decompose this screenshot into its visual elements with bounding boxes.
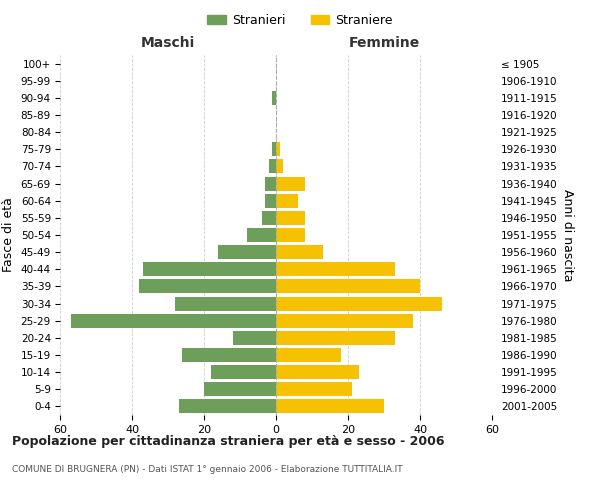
Bar: [233, 331, 276, 345]
Bar: [218, 245, 276, 259]
Bar: [276, 400, 384, 413]
Bar: [204, 382, 276, 396]
Bar: [276, 211, 305, 225]
Bar: [276, 160, 283, 173]
Bar: [276, 331, 395, 345]
Bar: [262, 211, 276, 225]
Text: Femmine: Femmine: [349, 36, 419, 50]
Bar: [272, 142, 276, 156]
Bar: [265, 194, 276, 207]
Legend: Stranieri, Straniere: Stranieri, Straniere: [202, 8, 398, 32]
Bar: [276, 296, 442, 310]
Bar: [276, 280, 420, 293]
Bar: [276, 176, 305, 190]
Bar: [276, 194, 298, 207]
Bar: [247, 228, 276, 242]
Bar: [269, 160, 276, 173]
Text: Maschi: Maschi: [141, 36, 195, 50]
Text: Popolazione per cittadinanza straniera per età e sesso - 2006: Popolazione per cittadinanza straniera p…: [12, 435, 445, 448]
Bar: [175, 296, 276, 310]
Bar: [139, 280, 276, 293]
Bar: [265, 176, 276, 190]
Y-axis label: Fasce di età: Fasce di età: [2, 198, 15, 272]
Bar: [182, 348, 276, 362]
Bar: [276, 142, 280, 156]
Bar: [276, 314, 413, 328]
Text: COMUNE DI BRUGNERA (PN) - Dati ISTAT 1° gennaio 2006 - Elaborazione TUTTITALIA.I: COMUNE DI BRUGNERA (PN) - Dati ISTAT 1° …: [12, 465, 403, 474]
Bar: [211, 365, 276, 379]
Y-axis label: Anni di nascita: Anni di nascita: [562, 188, 574, 281]
Bar: [276, 245, 323, 259]
Bar: [143, 262, 276, 276]
Bar: [276, 365, 359, 379]
Bar: [71, 314, 276, 328]
Bar: [276, 382, 352, 396]
Bar: [276, 228, 305, 242]
Bar: [276, 348, 341, 362]
Bar: [276, 262, 395, 276]
Bar: [272, 91, 276, 105]
Bar: [179, 400, 276, 413]
